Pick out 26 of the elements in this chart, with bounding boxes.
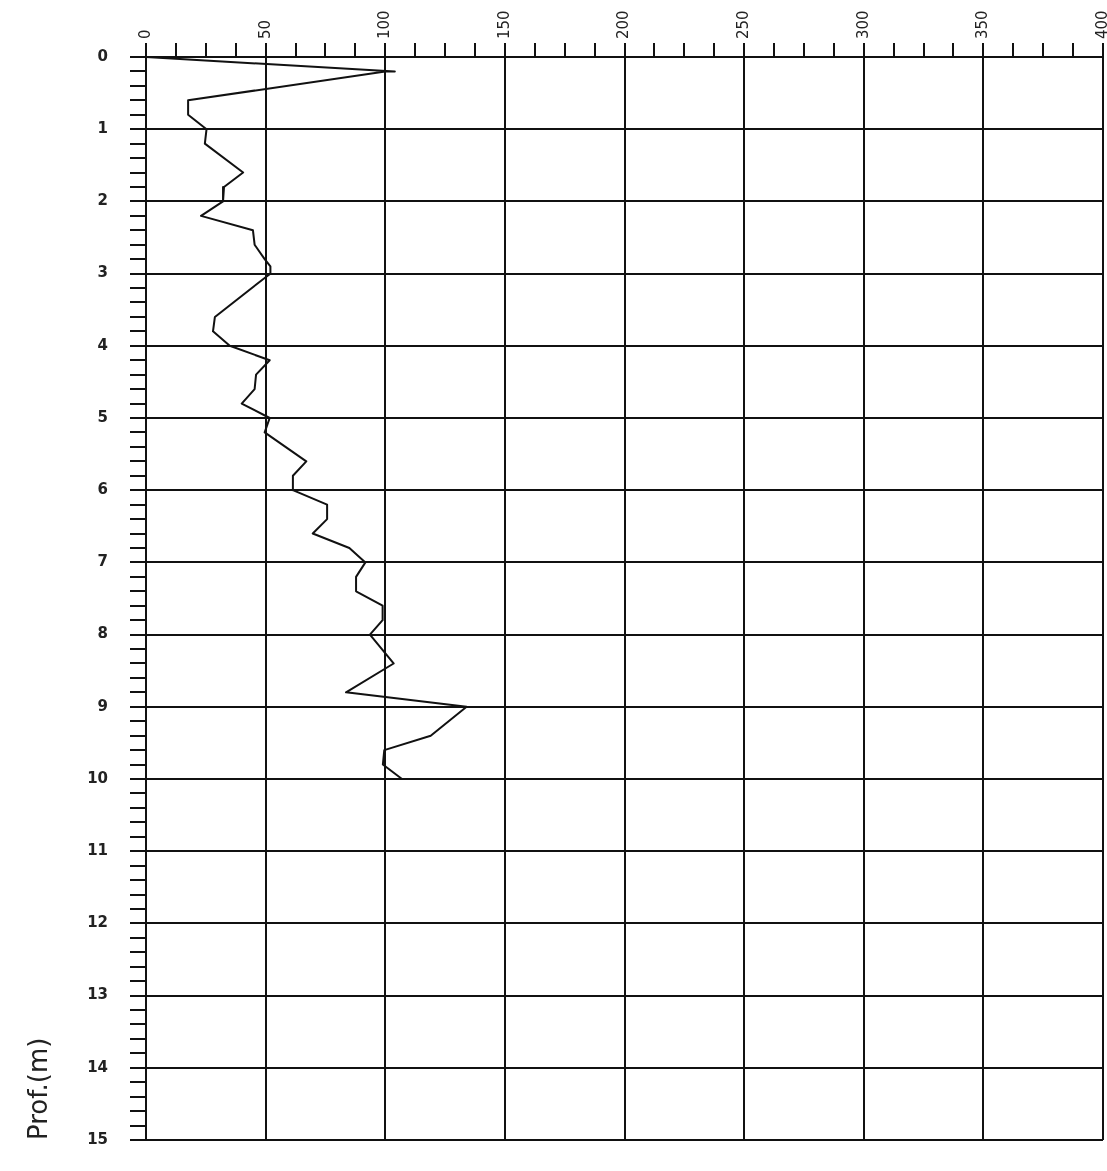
x-tick-label: 50 xyxy=(255,19,274,39)
x-tick-label: 350 xyxy=(973,10,992,39)
y-tick-label: 2 xyxy=(97,191,108,210)
y-tick-label: 0 xyxy=(97,46,108,65)
x-tick-label: 200 xyxy=(614,10,633,39)
x-tick-label: 150 xyxy=(494,10,513,39)
y-tick-label: 8 xyxy=(97,624,108,643)
x-tick-label: 400 xyxy=(1092,10,1107,39)
y-tick-label: 10 xyxy=(87,768,108,787)
y-axis-title: Prof.(m) xyxy=(22,1037,53,1140)
y-tick-label: 1 xyxy=(97,119,108,138)
y-tick-label: 14 xyxy=(87,1057,108,1076)
x-tick-label: 100 xyxy=(375,10,394,39)
y-tick-label: 4 xyxy=(97,335,108,354)
x-tick-label: 250 xyxy=(734,10,753,39)
x-tick-label: 300 xyxy=(853,10,872,39)
y-tick-label: 7 xyxy=(97,552,108,571)
y-tick-label: 6 xyxy=(97,480,108,499)
y-tick-label: 3 xyxy=(97,263,108,282)
y-tick-label: 9 xyxy=(97,696,108,715)
y-tick-label: 15 xyxy=(87,1129,108,1148)
y-tick-label: 13 xyxy=(87,985,108,1004)
x-tick-label: 0 xyxy=(135,29,154,39)
y-tick-label: 12 xyxy=(87,913,108,932)
y-tick-label: 5 xyxy=(97,407,108,426)
y-tick-label: 11 xyxy=(87,841,108,860)
